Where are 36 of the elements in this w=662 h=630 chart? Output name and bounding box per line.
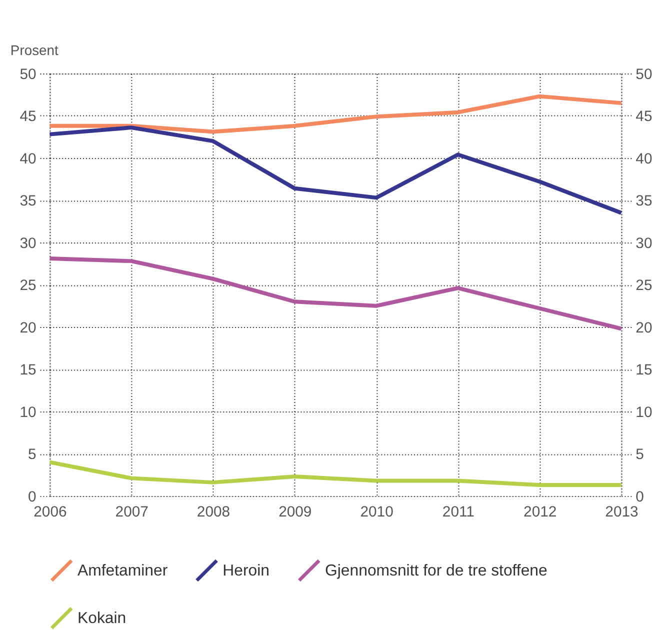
x-tick-label: 2011 <box>442 504 474 520</box>
y2-tick-label: 35 <box>636 194 652 210</box>
y2-tick-label: 45 <box>636 109 652 126</box>
y-tick-label: 0 <box>28 489 36 506</box>
legend-label: Kokain <box>78 610 126 628</box>
legend-label: Heroin <box>222 562 270 580</box>
y2-tick-label: 15 <box>636 362 652 379</box>
y2-tick-label: 0 <box>636 489 644 506</box>
y-tick-label: 35 <box>20 194 36 210</box>
x-tick-label: 2012 <box>524 504 557 520</box>
line-series <box>48 460 624 487</box>
x-tick-label: 2007 <box>115 504 148 520</box>
y-tick-label: 30 <box>20 236 36 252</box>
x-tick-label: 2006 <box>34 504 67 520</box>
x-tick-label: 2010 <box>360 504 394 520</box>
y-tick-label: 25 <box>20 278 36 294</box>
y-tick-label: 10 <box>20 404 36 421</box>
y-tick-label: 45 <box>20 109 36 126</box>
legend-label: Amfetaminer <box>78 562 168 580</box>
x-tick-label: 2008 <box>196 504 230 520</box>
y-tick-label: 50 <box>20 66 36 83</box>
y-tick-label: 15 <box>20 362 36 379</box>
y2-tick-label: 10 <box>636 404 652 421</box>
y-tick-label: 40 <box>20 151 36 168</box>
y2-tick-label: 20 <box>636 320 652 336</box>
y-axis-title: Prosent <box>10 42 58 58</box>
y-tick-label: 20 <box>20 320 36 336</box>
y2-tick-label: 5 <box>636 447 644 464</box>
y-tick-label: 5 <box>28 447 36 464</box>
y2-tick-label: 30 <box>636 236 652 252</box>
legend-label: Gjennomsnitt for de tre stoffene <box>325 562 548 580</box>
y2-tick-label: 50 <box>636 66 652 83</box>
y2-tick-label: 40 <box>636 151 652 168</box>
x-tick-label: 2009 <box>278 504 312 520</box>
x-tick-label: 2013 <box>605 504 638 520</box>
y2-tick-label: 25 <box>636 278 652 294</box>
